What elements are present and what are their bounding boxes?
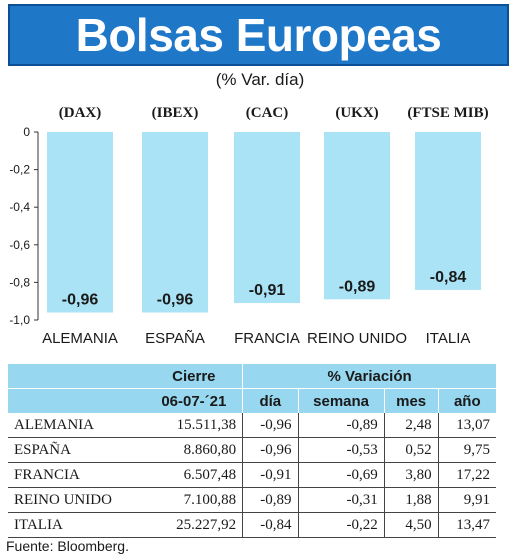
row-name: FRANCIA <box>8 462 146 488</box>
table-sub-header-row: 06-07-´21 día semana mes año <box>8 388 496 413</box>
data-label: -0,84 <box>430 269 467 286</box>
row-dia: -0,91 <box>242 462 298 488</box>
table-row: ESPAÑA 8.860,80 -0,96 -0,53 0,52 9,75 <box>8 437 496 463</box>
row-semana: -0,53 <box>297 437 385 463</box>
table-row: FRANCIA 6.507,48 -0,91 -0,69 3,80 17,22 <box>8 462 496 488</box>
data-label: -0,89 <box>339 278 376 295</box>
row-mes: 4,50 <box>383 512 439 538</box>
data-label: -0,96 <box>157 291 194 308</box>
bar <box>324 132 390 300</box>
chart-title: Bolsas Europeas <box>75 9 442 61</box>
row-dia: -0,89 <box>242 487 298 513</box>
row-cierre: 8.860,80 <box>145 437 243 463</box>
ticker-label: (CAC) <box>246 105 289 121</box>
bar <box>47 132 113 313</box>
header-dia: día <box>242 388 298 413</box>
header-empty <box>8 364 146 389</box>
header-ano: año <box>437 388 496 413</box>
bar <box>234 132 300 304</box>
row-mes: 0,52 <box>383 437 439 463</box>
bar <box>142 132 208 313</box>
row-cierre: 7.100,88 <box>145 487 243 513</box>
table-row: ALEMANIA 15.511,38 -0,96 -0,89 2,48 13,0… <box>8 413 496 438</box>
row-mes: 1,88 <box>383 487 439 513</box>
y-tick-label: -0,4 <box>9 200 30 214</box>
row-ano: 17,22 <box>437 462 496 488</box>
row-ano: 9,91 <box>437 487 496 513</box>
y-tick-label: 0 <box>23 125 30 139</box>
category-label: ITALIA <box>426 330 471 347</box>
source-note: Fuente: Bloomberg. <box>6 538 129 554</box>
row-cierre: 25.227,92 <box>145 512 243 538</box>
y-tick-label: -0,2 <box>9 163 30 177</box>
header-variacion: % Variación <box>242 364 496 389</box>
header-cierre-date: 06-07-´21 <box>145 388 243 413</box>
row-semana: -0,89 <box>297 413 385 438</box>
row-dia: -0,96 <box>242 413 298 438</box>
header-empty-2 <box>8 388 146 413</box>
row-mes: 2,48 <box>383 413 439 438</box>
ticker-label: (IBEX) <box>152 105 199 121</box>
bar-chart: 0 -0,2 -0,4 -0,6 -0,8 -1,0 -0,96 (DAX) ALEMANIA -… <box>9 105 488 347</box>
table-row: ITALIA 25.227,92 -0,84 -0,22 4,50 13,47 <box>8 512 496 538</box>
row-cierre: 15.511,38 <box>145 413 243 438</box>
header-semana: semana <box>297 388 385 413</box>
row-name: ESPAÑA <box>8 437 146 463</box>
category-label: ALEMANIA <box>42 330 118 347</box>
y-tick-label: -0,8 <box>9 275 30 289</box>
ticker-label: (UKX) <box>335 105 378 121</box>
row-ano: 13,47 <box>437 512 496 538</box>
y-tick-label: -1,0 <box>9 313 30 327</box>
data-label: -0,96 <box>62 291 99 308</box>
row-semana: -0,69 <box>297 462 385 488</box>
row-mes: 3,80 <box>383 462 439 488</box>
category-label: FRANCIA <box>234 330 300 347</box>
data-table: Cierre % Variación 06-07-´21 día semana … <box>8 364 496 538</box>
row-cierre: 6.507,48 <box>145 462 243 488</box>
category-label: REINO UNIDO <box>307 330 407 347</box>
row-name: ITALIA <box>8 512 146 538</box>
category-label: ESPAÑA <box>145 330 205 347</box>
row-dia: -0,84 <box>242 512 298 538</box>
row-dia: -0,96 <box>242 437 298 463</box>
row-ano: 9,75 <box>437 437 496 463</box>
row-name: ALEMANIA <box>8 413 146 438</box>
row-ano: 13,07 <box>437 413 496 438</box>
ticker-label: (FTSE MIB) <box>407 105 488 121</box>
data-label: -0,91 <box>249 282 286 299</box>
header-mes: mes <box>383 388 439 413</box>
table-row: REINO UNIDO 7.100,88 -0,89 -0,31 1,88 9,… <box>8 487 496 513</box>
row-semana: -0,31 <box>297 487 385 513</box>
y-tick-label: -0,6 <box>9 238 30 252</box>
table-group-header-row: Cierre % Variación <box>8 364 496 389</box>
chart-subtitle: (% Var. día) <box>215 70 305 89</box>
header-cierre: Cierre <box>145 364 243 389</box>
row-semana: -0,22 <box>297 512 385 538</box>
ticker-label: (DAX) <box>59 105 102 121</box>
row-name: REINO UNIDO <box>8 487 146 513</box>
title-banner: Bolsas Europeas <box>8 4 509 66</box>
bar <box>415 132 481 290</box>
